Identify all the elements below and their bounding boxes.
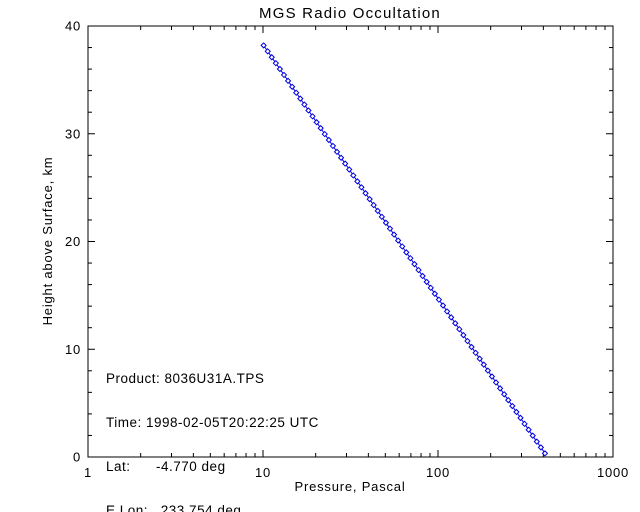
data-point — [435, 296, 443, 303]
data-point — [317, 124, 324, 132]
data-point — [476, 355, 483, 362]
data-point — [529, 432, 536, 439]
data-point — [260, 42, 267, 49]
data-point — [288, 83, 296, 90]
data-point — [264, 48, 271, 55]
data-point — [329, 142, 337, 150]
data-point — [374, 207, 381, 215]
x-tick-label: 1 — [84, 465, 92, 480]
data-point — [411, 260, 418, 268]
x-tick-label: 100 — [426, 465, 450, 480]
y-axis-label: Height above Surface, km — [40, 157, 55, 326]
data-point — [541, 450, 549, 457]
data-point — [313, 119, 320, 126]
data-series — [260, 42, 549, 457]
data-point — [537, 444, 545, 451]
data-point — [415, 266, 422, 274]
data-point — [513, 408, 520, 416]
data-point — [297, 95, 304, 102]
data-point — [390, 231, 398, 238]
data-point — [505, 396, 512, 404]
data-point — [358, 184, 365, 191]
data-point — [350, 172, 357, 179]
y-tick-label: 40 — [65, 19, 81, 34]
data-point — [403, 249, 410, 256]
profile-line — [263, 45, 546, 454]
data-point — [509, 402, 516, 410]
x-tick-label: 1000 — [597, 465, 629, 480]
y-tick-label: 10 — [65, 342, 81, 357]
annotation-line-elon: E Lon: 233.754 deg — [106, 502, 242, 512]
annotation-block: Product: 8036U31A.TPS Time: 1998-02-05T2… — [106, 343, 319, 512]
annotation-line-time: Time: 1998-02-05T20:22:25 UTC — [106, 414, 319, 430]
data-point — [305, 107, 312, 114]
data-point — [337, 154, 345, 161]
annotation-line-lat: Lat: -4.770 deg — [106, 458, 226, 474]
data-point — [447, 314, 455, 321]
data-point — [346, 166, 353, 173]
data-point — [399, 243, 406, 250]
data-point — [407, 254, 414, 262]
x-tick-labels: 1 10 100 1000 — [84, 465, 629, 480]
data-point — [492, 379, 500, 386]
data-point — [484, 367, 492, 374]
annotation-line-product: Product: 8036U31A.TPS — [106, 371, 265, 387]
data-point — [276, 65, 284, 73]
data-point — [309, 113, 316, 120]
data-point — [443, 308, 451, 315]
data-point — [431, 290, 439, 297]
data-point — [280, 71, 288, 79]
data-point — [354, 178, 361, 185]
data-point — [284, 77, 292, 85]
data-point — [500, 391, 508, 398]
data-point — [488, 373, 496, 380]
data-point — [321, 130, 328, 138]
chart-title: MGS Radio Occultation — [259, 5, 441, 22]
y-tick-label: 30 — [65, 126, 81, 141]
data-point — [472, 349, 479, 357]
data-point — [452, 320, 459, 327]
x-tick-label: 10 — [255, 465, 271, 480]
data-point — [366, 195, 373, 203]
data-point — [423, 278, 430, 286]
data-point — [394, 237, 402, 244]
data-point — [268, 54, 275, 61]
data-point — [517, 414, 524, 422]
axis-ticks — [87, 25, 614, 458]
data-point — [325, 136, 333, 144]
data-point — [378, 213, 386, 221]
y-tick-labels: 0 10 20 30 40 — [65, 19, 81, 465]
y-tick-label: 0 — [73, 450, 81, 465]
data-point — [496, 385, 504, 392]
data-point — [341, 160, 349, 167]
data-point — [521, 420, 528, 428]
data-point — [333, 148, 341, 156]
data-point — [427, 284, 434, 292]
data-point — [525, 426, 532, 433]
data-point — [460, 331, 467, 339]
x-axis-label: Pressure, Pascal — [294, 479, 405, 494]
data-point — [468, 343, 475, 351]
data-point — [439, 302, 447, 309]
data-point — [370, 201, 377, 209]
data-point — [480, 361, 487, 368]
data-point — [464, 337, 471, 345]
data-point — [272, 59, 280, 67]
data-point — [382, 219, 390, 226]
data-point — [293, 89, 300, 96]
data-point — [301, 101, 308, 108]
y-tick-label: 20 — [65, 234, 81, 249]
data-point — [456, 326, 463, 333]
data-point — [386, 225, 394, 232]
data-point — [533, 438, 541, 445]
data-point — [419, 272, 426, 280]
data-point — [362, 190, 369, 197]
